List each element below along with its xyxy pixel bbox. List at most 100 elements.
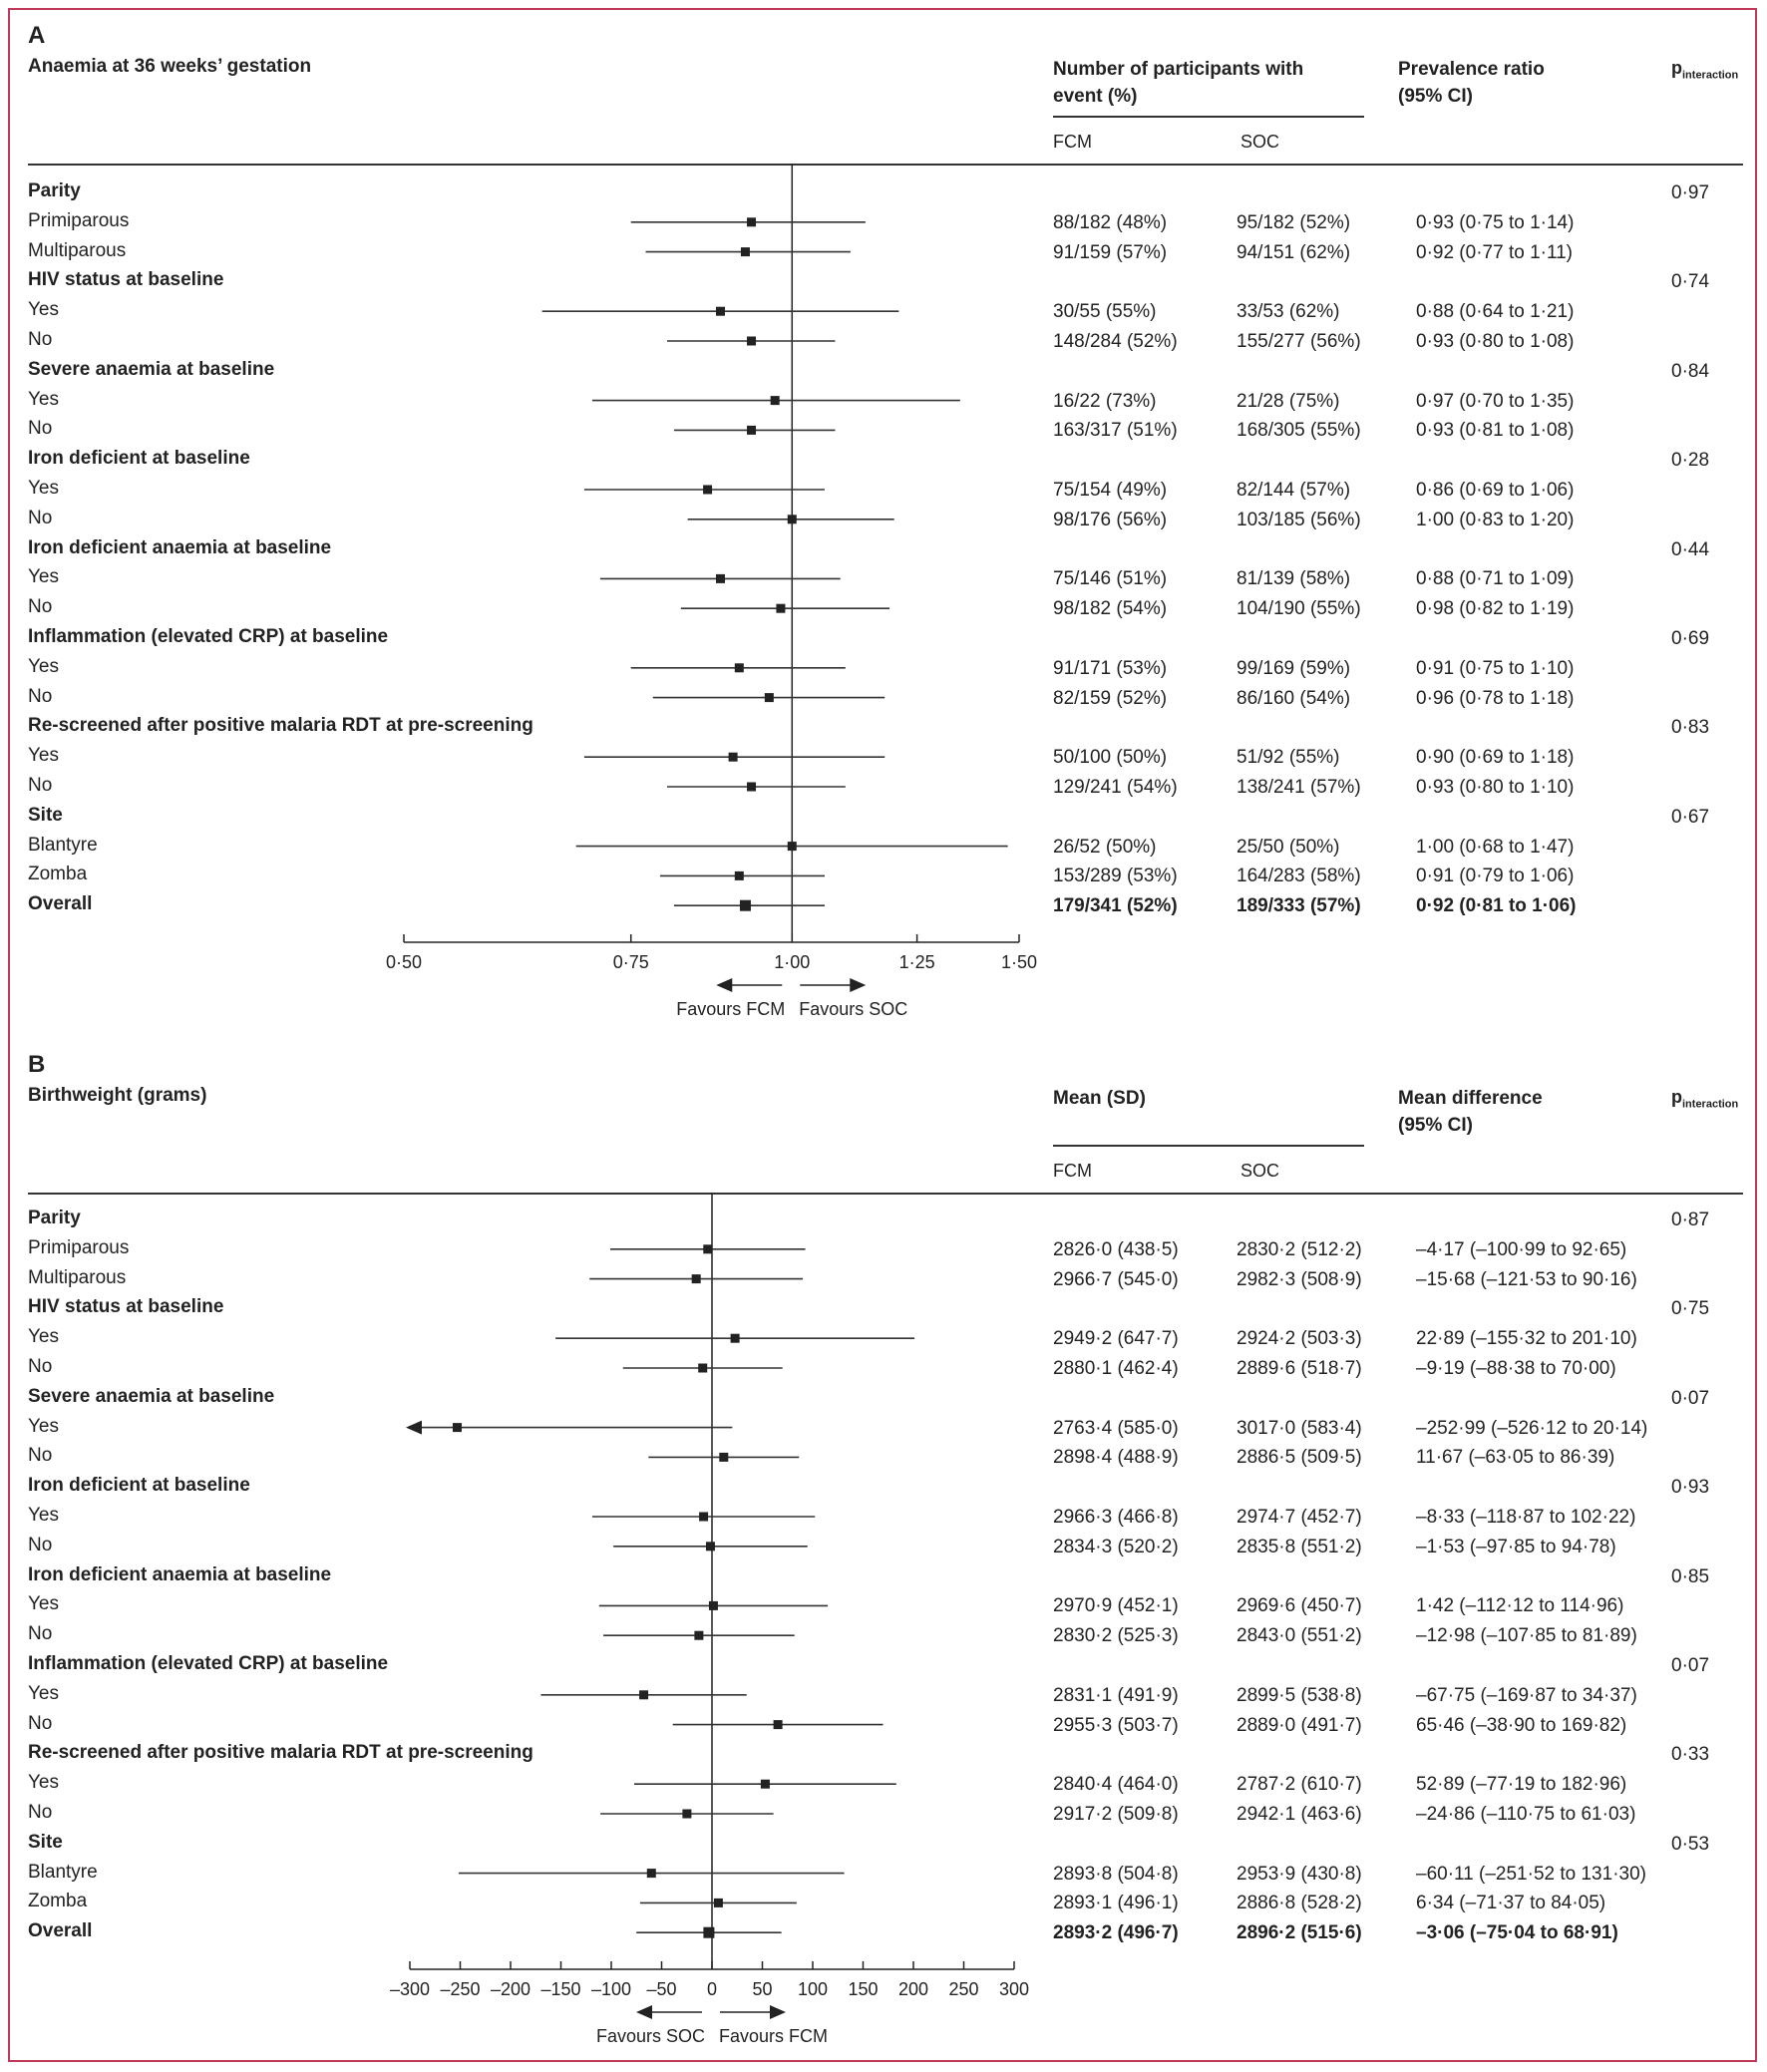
point-estimate: [703, 485, 713, 495]
soc-value: 2899·5 (538·8): [1237, 1684, 1362, 1706]
p-interaction-value: 0·93: [1671, 1477, 1710, 1499]
point-estimate: [699, 1512, 709, 1522]
row-label: No: [28, 1445, 53, 1467]
ci-value: –1·53 (–97·85 to 94·78): [1416, 1536, 1616, 1557]
fcm-column-header: FCM: [1053, 1161, 1092, 1181]
row-label: No: [28, 1712, 53, 1734]
ci-value: –3·06 (–75·04 to 68·91): [1416, 1922, 1618, 1944]
tick-label: 0·50: [385, 952, 423, 972]
soc-value: 2830·2 (512·2): [1237, 1238, 1362, 1260]
ci-value: 0·91 (0·79 to 1·06): [1416, 865, 1575, 887]
soc-value: 2889·6 (518·7): [1237, 1358, 1362, 1379]
fcm-value: 148/284 (52%): [1053, 331, 1178, 352]
soc-value: 82/144 (57%): [1237, 480, 1351, 501]
subgroup-heading: Parity: [28, 180, 81, 201]
point-estimate: [694, 1630, 704, 1640]
chart-title: Birthweight (grams): [28, 1085, 207, 1106]
soc-value: 103/185 (56%): [1237, 509, 1361, 530]
soc-value: 21/28 (75%): [1237, 390, 1340, 412]
p-interaction-header: pinteraction: [1671, 58, 1738, 82]
soc-value: 2982·3 (508·9): [1237, 1268, 1362, 1290]
row-label: Yes: [28, 1326, 59, 1348]
soc-value: 2953·9 (430·8): [1237, 1863, 1362, 1885]
row-label: Multiparous: [28, 239, 127, 261]
fcm-value: 2955·3 (503·7): [1053, 1714, 1179, 1736]
subgroup-heading: Iron deficient anaemia at baseline: [28, 1563, 332, 1585]
p-interaction-value: 0·87: [1671, 1209, 1710, 1230]
fcm-value: 2893·8 (504·8): [1053, 1863, 1179, 1885]
p-interaction-value: 0·44: [1671, 538, 1710, 560]
soc-value: 2886·5 (509·5): [1237, 1447, 1362, 1469]
soc-value: 3017·0 (583·4): [1237, 1417, 1362, 1439]
favours-right-label: Favours FCM: [719, 2026, 829, 2046]
fcm-value: 88/182 (48%): [1053, 211, 1168, 233]
p-interaction-header: pinteraction: [1671, 1087, 1738, 1111]
subgroup-heading: Iron deficient anaemia at baseline: [28, 536, 332, 558]
row-label: No: [28, 1534, 53, 1555]
row-label: Zomba: [28, 1891, 88, 1912]
point-estimate: [739, 899, 751, 911]
subgroup-heading: Inflammation (elevated CRP) at baseline: [28, 1653, 389, 1674]
row-label: No: [28, 418, 53, 440]
subgroup-heading: Site: [28, 1831, 63, 1853]
point-estimate: [705, 1542, 715, 1552]
fcm-value: 16/22 (73%): [1053, 390, 1157, 412]
row-label: No: [28, 329, 53, 350]
favours-right-arrowhead: [770, 2005, 786, 2019]
fcm-value: 98/176 (56%): [1053, 509, 1168, 530]
soc-value: 2896·2 (515·6): [1237, 1922, 1362, 1944]
fcm-value: 2949·2 (647·7): [1053, 1328, 1179, 1350]
point-estimate: [708, 1600, 718, 1610]
fcm-value: 91/171 (53%): [1053, 657, 1168, 679]
events-column-header: Number of participants with event (%): [1053, 59, 1304, 107]
fcm-value: 129/241 (54%): [1053, 777, 1178, 798]
p-letter: p: [1671, 58, 1682, 78]
point-estimate: [715, 573, 725, 583]
p-interaction-value: 0·67: [1671, 806, 1710, 828]
fcm-value: 2826·0 (438·5): [1053, 1238, 1179, 1260]
row-label: Blantyre: [28, 834, 98, 856]
p-interaction-value: 0·07: [1671, 1655, 1710, 1676]
table-rule: [28, 164, 1743, 166]
row-label: Yes: [28, 655, 59, 677]
soc-value: 2835·8 (551·2): [1237, 1536, 1362, 1557]
favours-right-label: Favours SOC: [799, 999, 908, 1019]
point-estimate: [747, 425, 757, 435]
p-letter: p: [1671, 1087, 1682, 1107]
fcm-value: 2893·2 (496·7): [1053, 1922, 1179, 1944]
fcm-value: 179/341 (52%): [1053, 895, 1178, 917]
row-label: Yes: [28, 478, 59, 499]
row-label: No: [28, 775, 53, 796]
soc-value: 2787·2 (610·7): [1237, 1774, 1362, 1796]
row-label: Yes: [28, 1415, 59, 1437]
ci-value: 0·93 (0·80 to 1·10): [1416, 777, 1575, 798]
fcm-value: 153/289 (53%): [1053, 865, 1178, 887]
ci-value: 1·42 (–112·12 to 114·96): [1416, 1595, 1624, 1617]
tick-label: –250: [440, 1979, 481, 1999]
point-estimate: [776, 603, 786, 613]
row-label: Multiparous: [28, 1266, 127, 1288]
ci-value: –60·11 (–251·52 to 131·30): [1416, 1863, 1646, 1885]
soc-value: 168/305 (55%): [1237, 420, 1361, 442]
row-label: Yes: [28, 1505, 59, 1526]
subgroup-heading: Parity: [28, 1208, 81, 1228]
ci-value: 22·89 (–155·32 to 201·10): [1416, 1328, 1637, 1350]
fcm-value: 2893·1 (496·1): [1053, 1893, 1179, 1914]
ci-value: 0·96 (0·78 to 1·18): [1416, 687, 1575, 709]
point-estimate: [740, 247, 750, 257]
point-estimate: [734, 663, 744, 673]
point-estimate: [773, 1720, 783, 1730]
fcm-value: 163/317 (51%): [1053, 420, 1178, 442]
tick-label: 1·25: [898, 952, 935, 972]
tick-label: –50: [646, 1979, 677, 1999]
ci-value: 0·93 (0·75 to 1·14): [1416, 211, 1575, 233]
subgroup-heading: HIV status at baseline: [28, 269, 224, 291]
tick-label: 250: [948, 1979, 979, 1999]
chart-title: Anaemia at 36 weeks’ gestation: [28, 56, 312, 77]
fcm-value: 2917·2 (509·8): [1053, 1804, 1179, 1825]
subgroup-heading: Inflammation (elevated CRP) at baseline: [28, 626, 389, 647]
point-estimate: [730, 1333, 740, 1343]
ci-value: 65·46 (–38·90 to 169·82): [1416, 1714, 1627, 1736]
fcm-value: 2831·1 (491·9): [1053, 1684, 1179, 1706]
